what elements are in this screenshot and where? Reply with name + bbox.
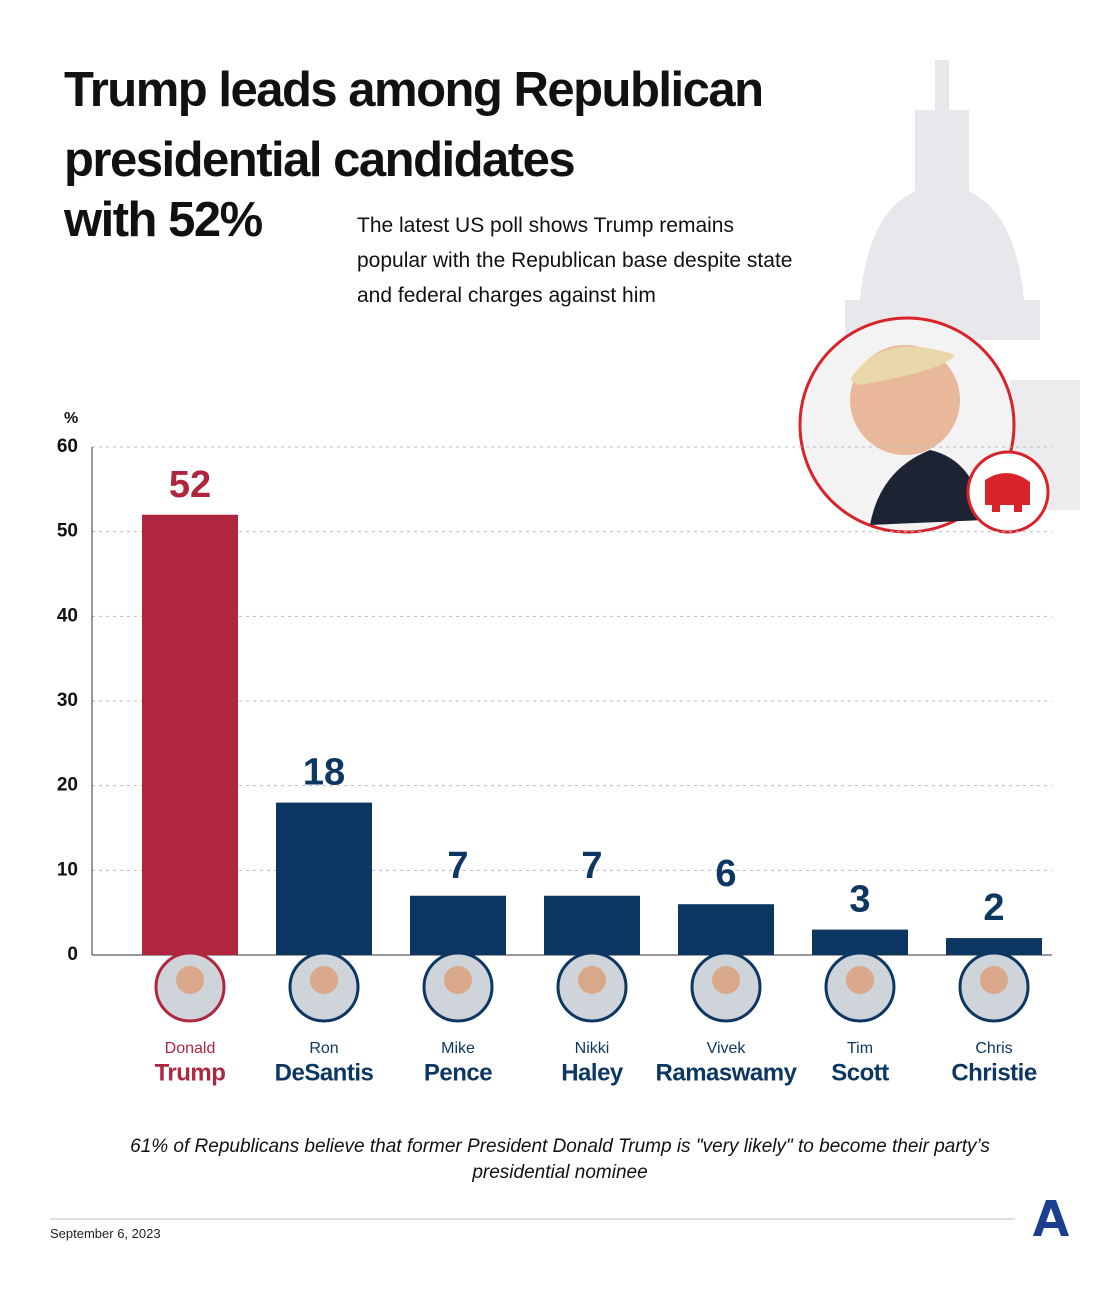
value-label: 3	[849, 879, 870, 921]
y-tick-label: 10	[57, 859, 78, 880]
title-line: Trump leads among Republican	[64, 63, 764, 117]
photo-head	[444, 966, 472, 994]
bar	[410, 895, 506, 955]
photo-head	[578, 966, 606, 994]
first-name: Ron	[309, 1040, 338, 1057]
y-tick-label: 60	[57, 436, 78, 457]
value-label: 6	[715, 853, 736, 895]
bar	[276, 802, 372, 955]
aa-logo	[1033, 1200, 1069, 1236]
photo-head	[176, 966, 204, 994]
last-name: Haley	[561, 1059, 624, 1086]
bar	[946, 938, 1042, 955]
subtitle: The latest US poll shows Trump remains p…	[357, 214, 793, 307]
y-tick-label: 0	[67, 944, 78, 965]
y-axis-label: %	[64, 410, 78, 427]
value-label: 7	[581, 845, 602, 887]
title-line: presidential candidates	[64, 133, 576, 187]
value-label: 7	[447, 845, 468, 887]
photo-head	[310, 966, 338, 994]
last-name: Trump	[155, 1059, 226, 1086]
title-line: with 52%	[64, 193, 263, 247]
first-name: Tim	[847, 1040, 873, 1057]
y-tick-label: 30	[57, 690, 78, 711]
photo-head	[712, 966, 740, 994]
value-label: 52	[169, 464, 211, 506]
bar	[544, 895, 640, 955]
bar	[142, 514, 238, 955]
y-tick-label: 40	[57, 605, 78, 626]
portrait-suit	[870, 450, 985, 525]
first-name: Mike	[441, 1040, 475, 1057]
last-name: DeSantis	[275, 1059, 374, 1086]
value-label: 18	[303, 752, 345, 794]
first-name: Nikki	[575, 1040, 610, 1057]
first-name: Donald	[165, 1040, 216, 1057]
first-name: Chris	[975, 1040, 1012, 1057]
date: September 6, 2023	[50, 1226, 161, 1241]
photo-head	[980, 966, 1008, 994]
last-name: Pence	[424, 1059, 492, 1086]
footnote: 61% of Republicans believe that former P…	[130, 1136, 990, 1183]
last-name: Christie	[951, 1059, 1037, 1086]
y-tick-label: 50	[57, 521, 78, 542]
photo-head	[846, 966, 874, 994]
value-label: 2	[983, 887, 1004, 929]
last-name: Scott	[831, 1059, 889, 1086]
first-name: Vivek	[707, 1040, 747, 1057]
bar	[678, 904, 774, 955]
gop-elephant	[985, 472, 1030, 512]
bar	[812, 929, 908, 955]
last-name: Ramaswamy	[656, 1059, 798, 1086]
portrait-hair	[850, 346, 955, 385]
y-tick-label: 20	[57, 775, 78, 796]
